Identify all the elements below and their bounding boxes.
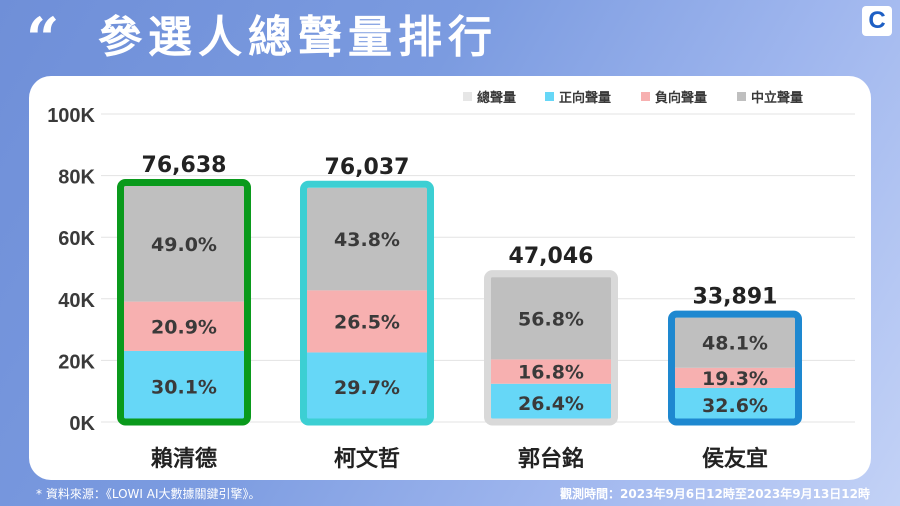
bar-segment bbox=[307, 290, 427, 353]
legend-swatch bbox=[737, 92, 746, 101]
segment-percent-label: 16.8% bbox=[518, 362, 584, 384]
data-source-note: * 資料來源：《LOWI AI大數據關鍵引擎》。 bbox=[36, 487, 261, 501]
x-category-label: 柯文哲 bbox=[334, 446, 400, 472]
bar-segment bbox=[491, 359, 611, 384]
segment-percent-label: 30.1% bbox=[151, 376, 217, 398]
segment-percent-label: 43.8% bbox=[334, 229, 400, 251]
x-category-label: 賴清德 bbox=[151, 446, 217, 472]
legend-label: 正向聲量 bbox=[559, 90, 611, 106]
bar-total-label: 33,891 bbox=[693, 285, 778, 310]
page-title: 參選人總聲量排行 bbox=[98, 12, 498, 63]
y-tick-label: 40K bbox=[58, 290, 95, 312]
bar-segment bbox=[675, 387, 795, 422]
y-tick-label: 0K bbox=[69, 413, 95, 435]
observation-period: 觀測時間：2023年9月6日12時至2023年9月13日12時 bbox=[560, 487, 870, 501]
legend-swatch bbox=[545, 92, 554, 101]
x-category-label: 郭台銘 bbox=[518, 446, 584, 472]
bar-outline bbox=[668, 310, 802, 426]
bar-segment bbox=[124, 301, 244, 351]
bar-segment bbox=[307, 352, 427, 422]
bar-total-label: 76,638 bbox=[142, 153, 227, 178]
bar-segment bbox=[124, 185, 244, 302]
bar-total-label: 47,046 bbox=[509, 244, 594, 269]
legend-label: 負向聲量 bbox=[655, 90, 707, 106]
x-category-label: 侯友宜 bbox=[702, 446, 768, 472]
legend-swatch bbox=[463, 92, 472, 101]
legend-label: 中立聲量 bbox=[751, 90, 803, 106]
brand-logo-icon: C bbox=[862, 6, 892, 36]
legend-swatch bbox=[641, 92, 650, 101]
segment-percent-label: 29.7% bbox=[334, 377, 400, 399]
bar-segment bbox=[675, 317, 795, 368]
segment-percent-label: 49.0% bbox=[151, 234, 217, 256]
stacked-bar-chart: 0K 20K 40K 60K 80K 100K 總聲量 正向聲量 負向聲量 中立聲量 30.1% 20… bbox=[47, 90, 855, 472]
segment-percent-label: 26.4% bbox=[518, 393, 584, 415]
bar-outline bbox=[117, 178, 251, 426]
bar-segment bbox=[675, 367, 795, 388]
y-tick-label: 60K bbox=[58, 228, 95, 250]
segment-percent-label: 48.1% bbox=[702, 333, 768, 355]
segment-percent-label: 20.9% bbox=[151, 316, 217, 338]
segment-percent-label: 26.5% bbox=[334, 311, 400, 333]
bar-outline bbox=[300, 180, 434, 426]
bar-segment bbox=[124, 350, 244, 422]
y-tick-label: 100K bbox=[47, 105, 95, 127]
bar-segment bbox=[491, 277, 611, 360]
bar-total-label: 76,037 bbox=[325, 155, 410, 180]
chart-panel: 0K 20K 40K 60K 80K 100K 總聲量 正向聲量 負向聲量 中立聲量 30.1% 20… bbox=[29, 76, 871, 480]
bar-outline bbox=[484, 270, 618, 426]
segment-percent-label: 32.6% bbox=[702, 395, 768, 417]
bar-segment bbox=[491, 383, 611, 422]
quote-mark-icon: “ bbox=[26, 5, 60, 73]
bar-segment bbox=[307, 187, 427, 291]
legend-label: 總聲量 bbox=[477, 90, 516, 106]
segment-percent-label: 19.3% bbox=[702, 368, 768, 390]
y-tick-label: 20K bbox=[58, 351, 95, 373]
segment-percent-label: 56.8% bbox=[518, 308, 584, 330]
y-tick-label: 80K bbox=[58, 167, 95, 189]
